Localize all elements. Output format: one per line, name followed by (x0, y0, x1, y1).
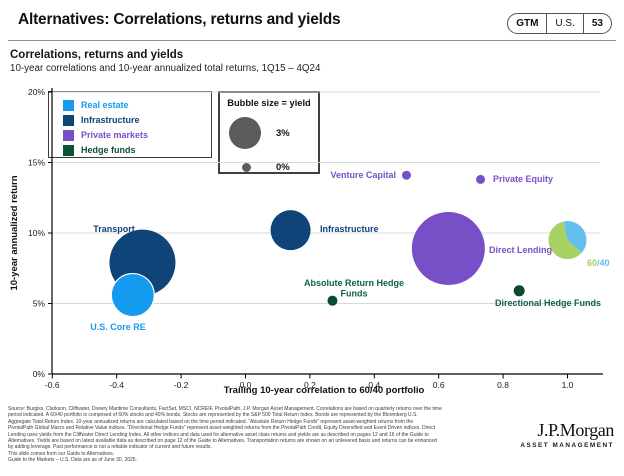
x-tick-label: 0.4 (368, 380, 380, 390)
asset-class-legend: Real estate Infrastructure Private markets… (48, 91, 212, 158)
jpmorgan-logo: J.P.Morgan ASSET MANAGEMENT (520, 420, 614, 449)
bubble-label-private-equity: Private Equity (493, 174, 553, 184)
brand-name: J.P.Morgan (537, 420, 614, 440)
x-tick-label: -0.2 (174, 380, 189, 390)
bubble-label-direct-lending: Direct Lending (489, 245, 552, 255)
bubble-legend-title: Bubble size = yield (227, 98, 311, 108)
legend-swatch (63, 115, 74, 126)
page-title: Alternatives: Correlations, returns and … (18, 11, 341, 28)
x-tick-label: 0.0 (240, 380, 252, 390)
footnote-line: PivotalPath Global Macro and Relative Va… (8, 425, 436, 432)
legend-item-label: Hedge funds (81, 145, 136, 155)
legend-item: Private markets (63, 128, 211, 143)
bubble-venture-capital (402, 170, 411, 180)
gtm-badge: GTM U.S. 53 (507, 13, 612, 34)
y-tick-label: 15% (28, 158, 45, 168)
bubble-private-equity (476, 174, 486, 184)
x-tick-label: 0.2 (304, 380, 316, 390)
x-tick-label: 0.6 (433, 380, 445, 390)
bubble-label-transport: Transport (93, 224, 135, 234)
y-tick-label: 0% (33, 369, 46, 379)
bubble-60-40-slice-40 (563, 221, 587, 253)
footnote-line: by adding leverage. Past performance is … (8, 444, 212, 451)
bubble-label-absolute-return-hedge-funds: Funds (341, 289, 368, 299)
footnote-line: period indicated. A 60/40 portfolio is c… (8, 412, 418, 419)
correlation-bubble-chart: -0.6 -0.4 -0.2 0.0 0.2 0.4 0.6 0.8 1.0 0% 5% 10% 15%… (9, 87, 610, 396)
y-tick-label: 5% (33, 299, 46, 309)
legend-item-label: Real estate (81, 100, 129, 110)
brand-division: ASSET MANAGEMENT (520, 441, 614, 449)
x-tick-label: 1.0 (562, 380, 574, 390)
bubble-label-u-s-core-re: U.S. Core RE (90, 322, 146, 332)
footnote-line: This slide comes from our Guide to Alter… (8, 450, 115, 457)
legend-item-label: Infrastructure (81, 115, 140, 125)
legend-item: Real estate (63, 98, 211, 113)
bubble-infrastructure (270, 210, 311, 251)
bubble-absolute-return-hedge-funds (327, 295, 338, 306)
footnote-line: Alternatives. Yields are based on latest… (8, 437, 437, 444)
bubble-directional-hedge-funds (513, 285, 525, 297)
legend-swatch (63, 100, 74, 111)
bubble-legend-small-label: 0% (276, 162, 290, 173)
legend-item-label: Private markets (81, 130, 149, 140)
bubble-label-infrastructure: Infrastructure (320, 224, 379, 234)
footnote-line: Source: Burgiss, Clarkson, Cliffwater, D… (8, 406, 442, 412)
legend-item: Hedge funds (63, 143, 211, 158)
footnote-line: Guide to the Markets – U.S. Data are as … (8, 457, 137, 464)
bubble-label-60-40: 60/40 (587, 258, 610, 268)
chart-subheading: 10-year correlations and 10-year annuali… (10, 63, 321, 74)
bubble-legend-small-circle (242, 163, 251, 172)
legend-swatch (63, 145, 74, 156)
legend-item: Infrastructure (63, 113, 211, 128)
bubble-label-directional-hedge-funds: Directional Hedge Funds (495, 298, 601, 308)
y-tick-label: 20% (28, 87, 45, 97)
bubble-label-venture-capital: Venture Capital (330, 170, 396, 180)
bubble-legend-large-circle (229, 117, 261, 149)
y-axis-title: 10-year annualized return (9, 175, 20, 290)
x-tick-label: -0.6 (45, 380, 60, 390)
footnote: Source: Burgiss, Clarkson, Cliffwater, D… (8, 406, 522, 464)
badge-gtm: GTM (516, 18, 539, 29)
x-axis-title: Trailing 10-year correlation to 60/40 po… (224, 385, 425, 396)
bubble-60-40-slice-60 (548, 221, 582, 260)
x-tick-label: 0.8 (497, 380, 509, 390)
footnote-line: Aggregate Total Return Index. 10-year an… (8, 418, 414, 425)
chart-heading: Correlations, returns and yields (10, 49, 184, 61)
x-tick-label: -0.4 (109, 380, 124, 390)
y-tick-label: 10% (28, 228, 45, 238)
badge-page-number: 53 (582, 14, 611, 33)
footnote-line: Lending uses yields from the Cliffwater … (8, 431, 429, 438)
legend-swatch (63, 130, 74, 141)
bubble-label-absolute-return-hedge-funds: Absolute Return Hedge (304, 278, 404, 288)
bubble-legend-large-label: 3% (276, 128, 290, 139)
bubble-direct-lending (411, 212, 485, 286)
bubble-u-s-core-re (110, 272, 155, 318)
header-divider (8, 40, 616, 41)
badge-region: U.S. (546, 14, 582, 33)
